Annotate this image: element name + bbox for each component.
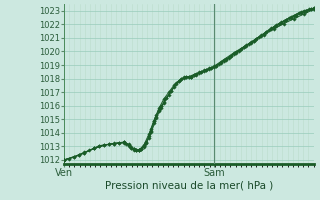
X-axis label: Pression niveau de la mer( hPa ): Pression niveau de la mer( hPa ) [105, 181, 273, 191]
